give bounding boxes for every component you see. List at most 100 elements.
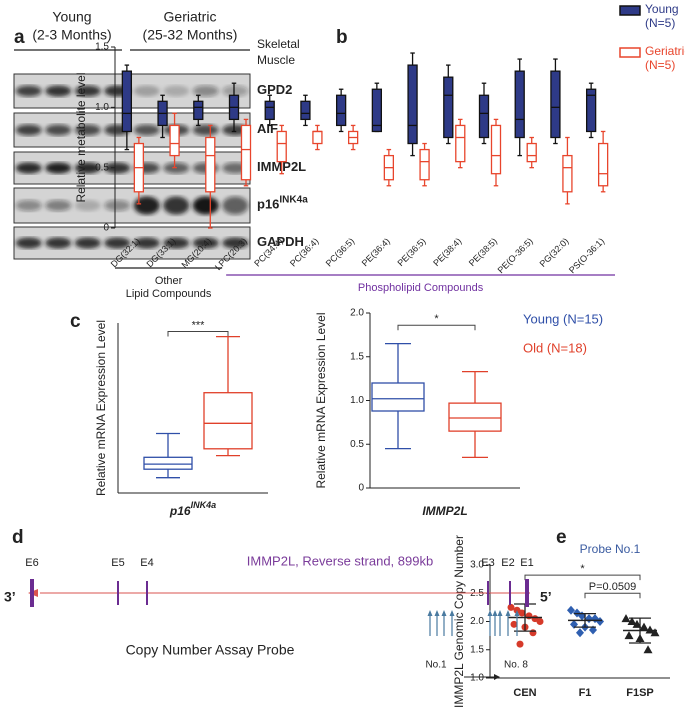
box <box>455 124 466 163</box>
probe-end: No.1 <box>425 660 447 671</box>
blot-band <box>74 85 101 97</box>
y-tick-label: 1.0 <box>350 395 364 406</box>
chart-title: Probe No.1 <box>580 542 641 556</box>
box <box>205 136 216 193</box>
band-label-text: AIF <box>257 121 278 136</box>
blot-band <box>104 200 131 211</box>
x-tick-label: PE(38:4) <box>431 236 463 268</box>
legend-label: Old (N=18) <box>523 340 587 355</box>
box <box>514 70 525 139</box>
x-axis-label-text: p16 <box>169 504 191 518</box>
blot-band <box>74 162 101 174</box>
blot-band <box>74 200 101 211</box>
band-label: GPD2 <box>257 82 292 97</box>
y-tick-label: 1.0 <box>470 673 484 684</box>
point <box>643 645 653 654</box>
gene-title: IMMP2L, Reverse strand, 899kb <box>247 553 433 568</box>
blot-band <box>192 196 219 215</box>
x-tick-label: PS(O-36:1) <box>567 236 606 275</box>
blot-band <box>192 85 219 97</box>
y-tick-label: 1.5 <box>95 42 109 53</box>
box <box>597 142 609 187</box>
blot-band <box>45 200 72 211</box>
box <box>371 382 425 412</box>
probe-end: No. 8 <box>504 660 528 671</box>
y-tick-label: 3.0 <box>470 560 484 571</box>
y-tick-label: 2.0 <box>350 308 364 319</box>
x-axis-label: p16INK4a <box>169 500 216 518</box>
strand-end: 3’ <box>4 589 16 605</box>
panel-letter: a <box>14 27 25 48</box>
box <box>490 124 502 175</box>
x-axis-label: IMMP2L <box>422 504 467 518</box>
blot-band <box>222 196 249 215</box>
box <box>143 456 193 470</box>
legend-swatch <box>619 47 641 58</box>
x-tick-label: PE(O-36:5) <box>496 236 535 275</box>
box <box>443 76 454 139</box>
point <box>529 629 537 637</box>
legend-swatch <box>619 5 641 16</box>
x-tick-label: PC(36:5) <box>324 236 357 269</box>
band-label: p16INK4a <box>257 194 308 212</box>
y-tick-label: 2.0 <box>470 616 484 627</box>
blot-band <box>74 237 101 249</box>
point <box>510 620 518 628</box>
y-axis-label: Relative mRNA Expression Level <box>314 312 328 488</box>
box <box>407 64 418 145</box>
blot-band <box>45 85 72 97</box>
blot-band <box>15 124 42 136</box>
strand-end: 5’ <box>540 589 552 605</box>
point <box>621 614 631 623</box>
significance-bracket <box>167 331 229 337</box>
probe-arrow-head <box>514 610 520 616</box>
y-tick-label: 1.0 <box>95 102 109 113</box>
blot-band <box>45 124 72 136</box>
annotation: *** <box>192 319 206 331</box>
point <box>639 622 649 631</box>
blot-band <box>133 124 160 136</box>
x-axis-label-text: IMMP2L <box>422 504 467 518</box>
point <box>507 603 515 611</box>
point <box>518 609 526 617</box>
exon <box>30 579 34 607</box>
box <box>312 130 323 145</box>
box <box>371 88 383 133</box>
box <box>193 100 204 121</box>
x-tick-label: PE(38:5) <box>467 236 499 268</box>
exon <box>487 581 489 605</box>
probe-arrow-head <box>449 610 455 616</box>
blot-band <box>133 196 160 215</box>
exon-label: E5 <box>111 557 124 569</box>
exon <box>509 581 511 605</box>
blot-band <box>15 200 42 211</box>
x-tick-label: CEN <box>513 687 536 699</box>
blot-band <box>45 237 72 249</box>
x-tick-label: PE(36:5) <box>395 236 427 268</box>
group-sublabel: (25-32 Months) <box>143 27 238 43</box>
legend-label: Young (N=5) <box>645 2 679 30</box>
group-label: Geriatric <box>164 9 217 25</box>
exon-label: E3 <box>481 557 494 569</box>
box <box>562 154 573 193</box>
blot-band <box>222 85 249 97</box>
box <box>169 124 180 157</box>
panel-letter: c <box>70 311 81 332</box>
probe-arrow-head <box>505 610 511 616</box>
box <box>335 94 347 127</box>
group-label: Lipid Compounds <box>126 288 212 300</box>
x-axis-label-sup: INK4a <box>191 500 217 510</box>
blot-band <box>15 162 42 174</box>
blot-band <box>133 237 160 249</box>
probe-arrow-head <box>497 610 503 616</box>
exon-label: E2 <box>501 557 514 569</box>
probe-arrow-head <box>434 610 440 616</box>
point <box>525 612 533 620</box>
box <box>478 94 490 139</box>
box <box>419 148 430 181</box>
exon-label: E1 <box>520 557 533 569</box>
blot-band <box>74 124 101 136</box>
box <box>276 130 287 163</box>
box <box>448 402 502 432</box>
